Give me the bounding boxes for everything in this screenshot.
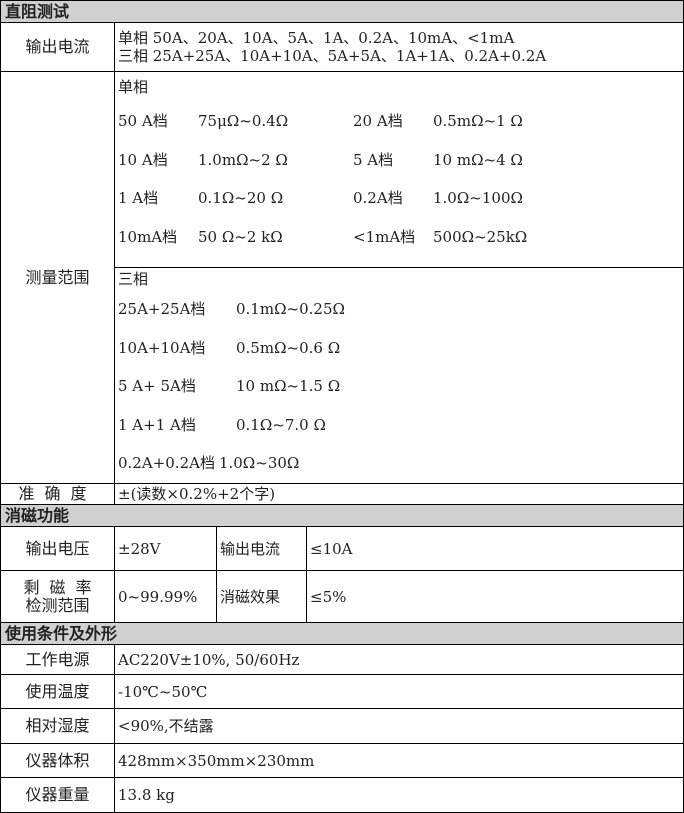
single-phase-currents: 单相 50A、20A、10A、5A、1A、0.2A、10mA、<1mA: [118, 29, 515, 47]
range-cell: 75μΩ~0.4Ω: [198, 112, 289, 131]
section-demag: 消磁功能: [0, 504, 684, 527]
remanence-label: 剩磁率 检测范围: [0, 570, 115, 623]
cond-label: 相对湿度: [0, 708, 115, 744]
range-cell: 10 mΩ~4 Ω: [433, 150, 523, 169]
accuracy-label: 准确度: [0, 483, 115, 505]
cond-value: 13.8 kg: [114, 777, 684, 813]
range-cell: 10mA档: [118, 227, 178, 246]
cond-value: AC220V±10%, 50/60Hz: [114, 644, 684, 675]
single-phase-ranges: 单相 50 A档 75μΩ~0.4Ω 20 A档 0.5mΩ~1 Ω 10 A档 1.0m…: [115, 72, 683, 269]
range-cell: 25A+25A档: [118, 300, 206, 319]
range-value: 单相 50 A档 75μΩ~0.4Ω 20 A档 0.5mΩ~1 Ω 10 A档 1.0m…: [114, 71, 684, 484]
remanence-label-line1: 剩磁率: [23, 577, 102, 597]
cond-value: -10℃~50℃: [114, 674, 684, 709]
range-cell: 50 Ω~2 kΩ: [198, 227, 283, 246]
three-range-row: 0.2A+0.2A档 1.0Ω~30Ω: [118, 444, 680, 483]
remanence-value: 0~99.99%: [114, 570, 217, 623]
cond-label: 仪器重量: [0, 777, 115, 813]
three-phase-currents: 三相 25A+25A、10A+10A、5A+5A、1A+1A、0.2A+0.2A: [118, 47, 547, 65]
range-cell: 0.5mΩ~1 Ω: [433, 112, 523, 131]
demag-effect-label: 消磁效果: [216, 570, 307, 623]
single-range-row: 10mA档 50 Ω~2 kΩ <1mA档 500Ω~25kΩ: [118, 218, 680, 257]
output-voltage-value: ±28V: [114, 526, 217, 571]
range-cell: 0.1Ω~20 Ω: [198, 189, 284, 208]
single-phase-title: 单相: [118, 78, 149, 97]
three-range-row: 25A+25A档 0.1mΩ~0.25Ω: [118, 290, 680, 329]
section-conditions: 使用条件及外形: [0, 622, 684, 645]
remanence-label-line2: 检测范围: [25, 595, 90, 615]
range-cell: 50 A档: [118, 112, 168, 131]
cond-label: 仪器体积: [0, 743, 115, 778]
single-range-row: 10 A档 1.0mΩ~2 Ω 5 A档 10 mΩ~4 Ω: [118, 141, 680, 180]
range-cell: 500Ω~25kΩ: [433, 227, 528, 246]
range-cell: 1 A档: [118, 189, 159, 208]
range-cell: 1.0mΩ~2 Ω: [198, 150, 288, 169]
single-range-row: 1 A档 0.1Ω~20 Ω 0.2A档 1.0Ω~100Ω: [118, 179, 680, 218]
range-cell: 1.0Ω~100Ω: [433, 189, 523, 208]
three-range-row: 5 A+ 5A档 10 mΩ~1.5 Ω: [118, 367, 680, 406]
range-cell: 1.0Ω~30Ω: [218, 454, 300, 473]
range-cell: 5 A档: [353, 150, 394, 169]
accuracy-value: ±(读数×0.2%+2个字): [114, 483, 684, 505]
range-cell: 10 mΩ~1.5 Ω: [236, 377, 341, 396]
range-cell: 0.2A档: [353, 189, 403, 208]
section-dc-test: 直阻测试: [0, 0, 684, 23]
three-range-row: 1 A+1 A档 0.1Ω~7.0 Ω: [118, 406, 680, 445]
single-range-row: 50 A档 75μΩ~0.4Ω 20 A档 0.5mΩ~1 Ω: [118, 102, 680, 141]
demag-effect-value: ≤5%: [306, 570, 684, 623]
range-cell: 5 A+ 5A档: [118, 377, 196, 396]
output-voltage-label: 输出电压: [0, 526, 115, 571]
cond-label: 使用温度: [0, 674, 115, 709]
range-cell: 10 A档: [118, 150, 168, 169]
cond-value: <90%,不结露: [114, 708, 684, 744]
range-cell: 0.1mΩ~0.25Ω: [236, 300, 345, 319]
range-cell: 1 A+1 A档: [118, 415, 196, 434]
range-label: 测量范围: [0, 71, 115, 484]
range-cell: 10A+10A档: [118, 338, 206, 357]
three-phase-ranges: 三相 25A+25A档 0.1mΩ~0.25Ω 10A+10A档 0.5mΩ~0.6 …: [115, 268, 683, 483]
range-cell: 20 A档: [353, 112, 403, 131]
cond-label: 工作电源: [0, 644, 115, 675]
three-range-row: 10A+10A档 0.5mΩ~0.6 Ω: [118, 329, 680, 368]
demag-current-label: 输出电流: [216, 526, 307, 571]
cond-value: 428mm×350mm×230mm: [114, 743, 684, 778]
range-cell: 0.5mΩ~0.6 Ω: [236, 338, 341, 357]
range-cell: <1mA档: [353, 227, 416, 246]
range-cell: 0.1Ω~7.0 Ω: [236, 415, 326, 434]
demag-current-value: ≤10A: [306, 526, 684, 571]
output-current-value: 单相 50A、20A、10A、5A、1A、0.2A、10mA、<1mA 三相 2…: [114, 22, 684, 72]
output-current-label: 输出电流: [0, 22, 115, 72]
three-phase-title: 三相: [118, 270, 149, 289]
range-cell: 0.2A+0.2A档: [118, 454, 215, 473]
